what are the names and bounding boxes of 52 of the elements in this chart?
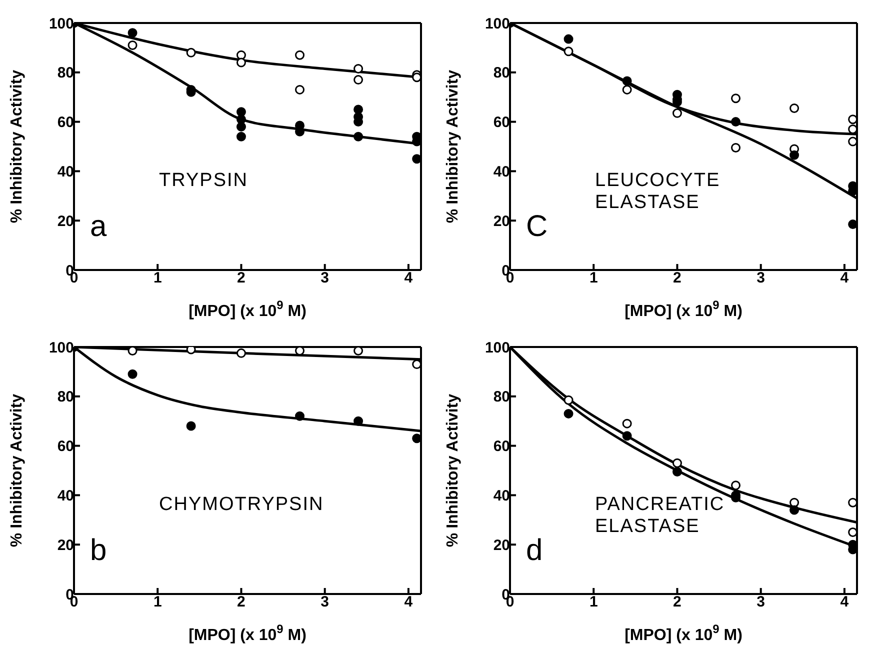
- y-tick-label: 40: [493, 164, 510, 181]
- x-tick-label: 2: [673, 594, 682, 611]
- annotation: b: [90, 534, 107, 568]
- annotation: CHYMOTRYPSIN: [159, 494, 324, 516]
- x-axis-title: [MPO] (x 10$^{9}$ M): [624, 298, 742, 320]
- x-tick-label: 1: [153, 594, 162, 611]
- x-tick-label: 1: [589, 270, 598, 287]
- x-tick-label: 3: [756, 270, 766, 287]
- x-axis-title: [MPO] (x 10$^{9}$ M): [624, 622, 742, 644]
- x-tick-label: 4: [404, 270, 414, 287]
- y-tick-label: 20: [493, 212, 510, 230]
- y-tick-label: 60: [57, 114, 74, 132]
- annotation: C: [526, 210, 548, 244]
- y-tick-label: 40: [493, 488, 510, 505]
- y-tick-label: 20: [493, 536, 510, 554]
- y-tick-label: 20: [57, 212, 74, 230]
- y-axis-title: % Inhibitory Activity: [444, 70, 462, 224]
- x-tick-label: 4: [840, 594, 850, 611]
- y-tick-label: 80: [57, 388, 74, 406]
- x-tick-label: 3: [756, 594, 766, 611]
- y-tick-label: 80: [57, 64, 74, 82]
- x-tick-label: 1: [589, 594, 598, 611]
- y-tick-label: 100: [48, 15, 74, 32]
- x-tick-label: 4: [840, 270, 850, 287]
- x-tick-label: 2: [237, 270, 246, 287]
- y-tick-label: 80: [493, 64, 510, 82]
- x-tick-label: 3: [320, 270, 330, 287]
- y-tick-label: 20: [57, 536, 74, 554]
- annotation: d: [526, 534, 543, 568]
- y-tick-label: 40: [57, 488, 74, 505]
- y-axis-title: % Inhibitory Activity: [444, 394, 462, 548]
- y-tick-label: 80: [493, 388, 510, 406]
- annotation: LEUCOCYTE ELASTASE: [595, 170, 720, 214]
- y-tick-label: 60: [493, 438, 510, 456]
- annotation: PANCREATIC ELASTASE: [595, 494, 725, 538]
- x-tick-label: 4: [404, 594, 414, 611]
- x-tick-label: 3: [320, 594, 330, 611]
- y-tick-label: 60: [57, 438, 74, 456]
- y-tick-label: 100: [484, 339, 510, 356]
- annotation: a: [90, 210, 107, 244]
- annotation: TRYPSIN: [159, 170, 248, 192]
- x-tick-label: 1: [153, 270, 162, 287]
- x-tick-label: 2: [673, 270, 682, 287]
- y-tick-label: 60: [493, 114, 510, 132]
- y-tick-label: 100: [48, 339, 74, 356]
- x-axis-title: [MPO] (x 10$^{9}$ M): [188, 622, 306, 644]
- x-axis-title: [MPO] (x 10$^{9}$ M): [188, 298, 306, 320]
- y-tick-label: 100: [484, 15, 510, 32]
- x-tick-label: 2: [237, 594, 246, 611]
- y-axis-title: % Inhibitory Activity: [8, 70, 26, 224]
- y-tick-label: 40: [57, 164, 74, 181]
- y-axis-title: % Inhibitory Activity: [8, 394, 26, 548]
